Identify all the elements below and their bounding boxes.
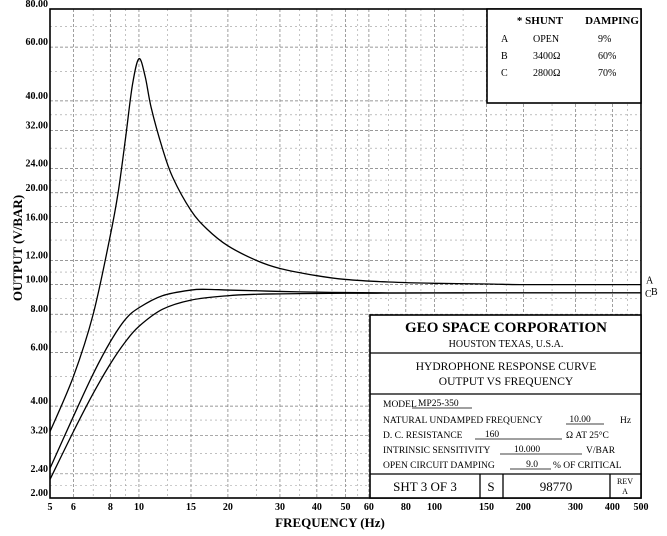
x-tick-label-8: 50 — [341, 502, 351, 513]
y-axis-title: OUTPUT (V/BAR) — [10, 195, 25, 301]
y-tick-label-12: 40.00 — [26, 91, 49, 102]
legend-box — [486, 8, 642, 104]
x-tick-labels: 5 6 8 10 15 20 30 40 50 60 80 100 150 200 300 400 500 — [48, 502, 649, 513]
x-tick-label-14: 300 — [568, 502, 583, 513]
y-tick-label-9: 20.00 — [26, 183, 49, 194]
field-frequency-unit: Hz — [620, 416, 631, 426]
x-tick-label-1: 6 — [71, 502, 76, 513]
y-tick-label-2: 3.20 — [31, 426, 49, 437]
curve-title-line-1: HYDROPHONE RESPONSE CURVE — [416, 361, 597, 373]
y-tick-label-5: 8.00 — [31, 304, 49, 315]
y-tick-label-8: 16.00 — [26, 212, 49, 223]
legend-shunt-b: 3400Ω — [533, 51, 560, 62]
y-tick-label-13: 60.00 — [26, 37, 49, 48]
x-tick-label-10: 80 — [401, 502, 411, 513]
field-damping-unit: % OF CRITICAL — [553, 461, 622, 471]
curve-a — [49, 58, 641, 432]
y-tick-label-0: 2.00 — [31, 488, 49, 499]
field-damping-value: 9.0 — [526, 460, 538, 470]
x-tick-label-6: 30 — [275, 502, 285, 513]
x-tick-label-2: 8 — [108, 502, 113, 513]
x-tick-label-13: 200 — [516, 502, 531, 513]
x-tick-label-7: 40 — [312, 502, 322, 513]
field-frequency-label: NATURAL UNDAMPED FREQUENCY — [383, 416, 543, 426]
x-tick-label-12: 150 — [479, 502, 494, 513]
plot-frame — [49, 8, 642, 499]
y-tick-label-3: 4.00 — [31, 396, 49, 407]
field-resistance-label: D. C. RESISTANCE — [383, 431, 463, 441]
x-axis-title: FREQUENCY (Hz) — [275, 515, 385, 530]
x-tick-label-16: 500 — [634, 502, 649, 513]
x-tick-label-9: 60 — [364, 502, 374, 513]
legend-header-shunt: * SHUNT — [517, 15, 564, 27]
curve-title-line-2: OUTPUT VS FREQUENCY — [439, 376, 574, 388]
field-sensitivity-label: INTRINSIC SENSITIVITY — [383, 446, 491, 456]
x-tick-label-5: 20 — [223, 502, 233, 513]
company-name: GEO SPACE CORPORATION — [405, 320, 607, 336]
sheet-number: SHT 3 OF 3 — [393, 479, 457, 494]
field-sensitivity-unit: V/BAR — [586, 446, 616, 456]
company-location: HOUSTON TEXAS, U.S.A. — [449, 339, 564, 350]
curve-c — [49, 292, 641, 480]
legend-damping-c: 70% — [598, 68, 616, 79]
legend-damping-a: 9% — [598, 34, 611, 45]
legend-header-damping: DAMPING — [585, 15, 639, 27]
legend-shunt-a: OPEN — [533, 34, 559, 45]
title-block: GEO SPACE CORPORATION HOUSTON TEXAS, U.S… — [369, 314, 642, 499]
y-tick-label-10: 24.00 — [26, 159, 49, 170]
drawing-size: S — [487, 479, 494, 494]
y-tick-label-14: 80.00 — [26, 0, 49, 10]
legend-key-a: A — [501, 34, 509, 45]
drawing-number: 98770 — [540, 479, 573, 494]
y-tick-label-11: 32.00 — [26, 120, 49, 131]
field-model-label: MODEL — [383, 400, 417, 410]
x-tick-label-0: 5 — [48, 502, 53, 513]
x-tick-label-15: 400 — [605, 502, 620, 513]
y-tick-label-1: 2.40 — [31, 464, 49, 475]
legend-damping-b: 60% — [598, 51, 616, 62]
field-frequency-value: 10.00 — [569, 415, 591, 425]
revision-label: REV — [617, 477, 633, 486]
legend-key-c: C — [501, 68, 508, 79]
x-tick-label-3: 10 — [134, 502, 144, 513]
title-block-frame — [369, 314, 642, 499]
field-resistance-value: 160 — [485, 430, 500, 440]
curve-end-label-b: B — [651, 287, 658, 298]
field-resistance-unit: Ω AT 25°C — [566, 430, 609, 441]
curves — [49, 58, 641, 480]
y-tick-label-7: 12.00 — [26, 250, 49, 261]
x-tick-label-4: 15 — [186, 502, 196, 513]
curve-end-label-c: C — [645, 289, 652, 300]
revision-value: A — [622, 487, 628, 496]
legend-key-b: B — [501, 51, 508, 62]
curve-end-label-a: A — [646, 276, 654, 287]
legend: * SHUNT DAMPING A OPEN 9% B 3400Ω 60% C … — [486, 8, 642, 104]
y-tick-labels: 2.00 2.40 3.20 4.00 6.00 8.00 10.00 12.00 16.00 2… — [26, 0, 49, 499]
legend-shunt-c: 2800Ω — [533, 68, 560, 79]
y-tick-label-6: 10.00 — [26, 275, 49, 286]
y-tick-label-4: 6.00 — [31, 342, 49, 353]
field-sensitivity-value: 10.000 — [514, 445, 540, 455]
x-tick-label-11: 100 — [427, 502, 442, 513]
curve-end-labels: AC B — [645, 276, 658, 300]
field-model-value: MP25-350 — [418, 399, 459, 409]
field-damping-label: OPEN CIRCUIT DAMPING — [383, 461, 495, 471]
